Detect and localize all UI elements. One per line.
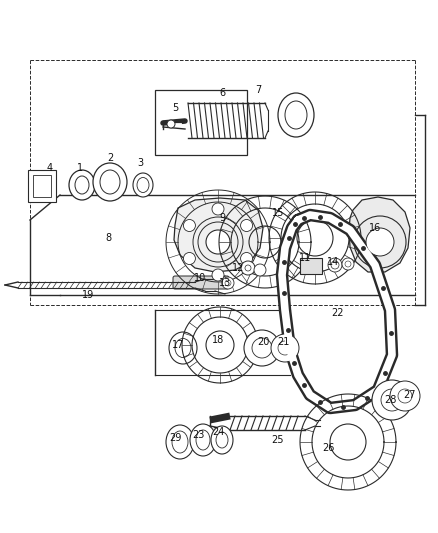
Circle shape	[390, 381, 420, 411]
Circle shape	[240, 253, 253, 264]
Text: 19: 19	[82, 290, 94, 300]
Text: 10: 10	[194, 273, 206, 283]
Circle shape	[184, 220, 195, 231]
Text: 8: 8	[105, 233, 111, 243]
Text: 24: 24	[212, 427, 224, 437]
Text: 27: 27	[404, 390, 416, 400]
Circle shape	[366, 228, 394, 256]
Ellipse shape	[169, 332, 197, 364]
Text: 29: 29	[169, 433, 181, 443]
Ellipse shape	[211, 426, 233, 454]
Polygon shape	[349, 197, 410, 272]
FancyBboxPatch shape	[173, 276, 229, 289]
Text: 9: 9	[219, 213, 225, 223]
Circle shape	[206, 230, 230, 254]
Ellipse shape	[190, 424, 216, 456]
Circle shape	[271, 334, 299, 362]
Text: 11: 11	[299, 253, 311, 263]
Text: 26: 26	[322, 443, 334, 453]
Ellipse shape	[133, 173, 153, 197]
Bar	[28, 170, 56, 202]
Bar	[155, 90, 247, 155]
Text: 6: 6	[219, 88, 225, 98]
Text: 13: 13	[219, 278, 231, 288]
Ellipse shape	[93, 163, 127, 201]
Circle shape	[342, 258, 354, 270]
Ellipse shape	[166, 425, 194, 459]
Circle shape	[212, 203, 224, 215]
Bar	[33, 175, 51, 197]
Text: 28: 28	[384, 395, 396, 405]
Circle shape	[254, 264, 266, 276]
Circle shape	[167, 120, 175, 128]
Circle shape	[328, 258, 342, 272]
Circle shape	[240, 220, 253, 231]
Bar	[300, 258, 322, 274]
Text: 4: 4	[47, 163, 53, 173]
Text: 23: 23	[192, 430, 204, 440]
Text: 15: 15	[272, 208, 284, 218]
Text: 1: 1	[77, 163, 83, 173]
Ellipse shape	[278, 93, 314, 137]
Circle shape	[184, 253, 195, 264]
Ellipse shape	[69, 170, 95, 200]
Text: 14: 14	[327, 257, 339, 267]
Text: 21: 21	[277, 337, 289, 347]
Text: 20: 20	[257, 337, 269, 347]
Text: 25: 25	[272, 435, 284, 445]
Circle shape	[244, 330, 280, 366]
Text: 17: 17	[172, 340, 184, 350]
Circle shape	[212, 269, 224, 281]
Text: 12: 12	[232, 263, 244, 273]
Text: 16: 16	[369, 223, 381, 233]
Text: 2: 2	[107, 153, 113, 163]
Text: 7: 7	[255, 85, 261, 95]
Text: 18: 18	[212, 335, 224, 345]
Text: 5: 5	[172, 103, 178, 113]
Text: 3: 3	[137, 158, 143, 168]
Polygon shape	[174, 198, 263, 272]
Circle shape	[222, 277, 234, 289]
Circle shape	[241, 261, 255, 275]
Text: 22: 22	[332, 308, 344, 318]
Circle shape	[372, 380, 412, 420]
